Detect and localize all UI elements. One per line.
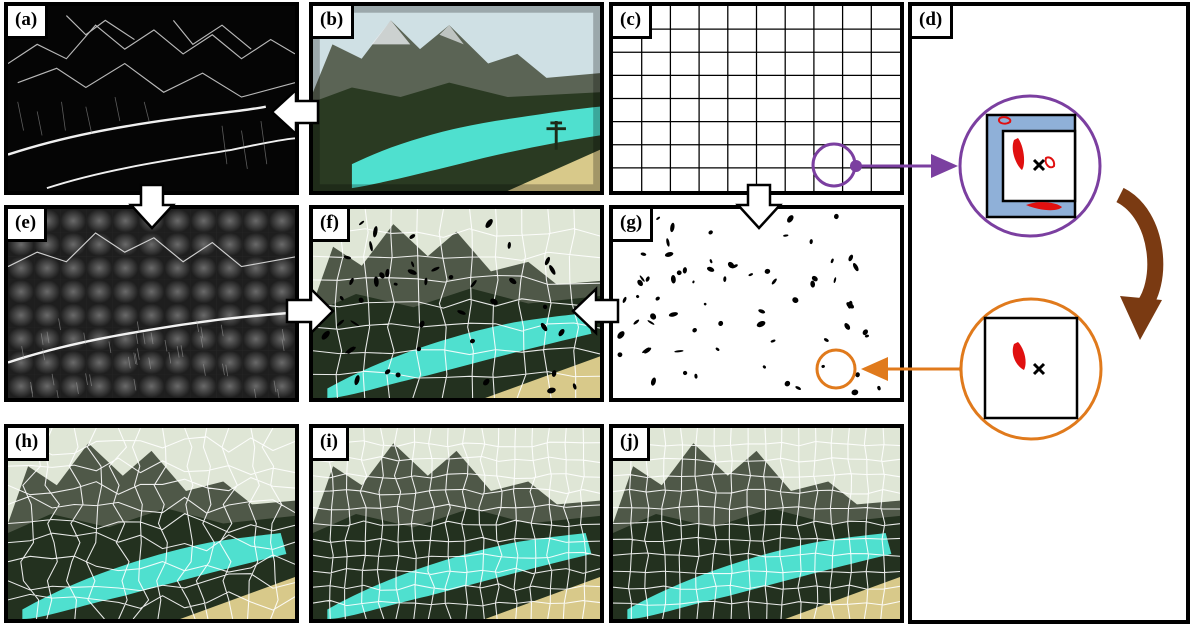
segmented-photo-image xyxy=(313,209,600,398)
panel-label: (j) xyxy=(613,428,650,461)
panel-label: (g) xyxy=(613,209,654,242)
edge-map-image xyxy=(8,6,295,191)
panel-j: (j) xyxy=(609,424,904,623)
regular-superpixels-image xyxy=(613,428,900,619)
panel-label: (h) xyxy=(8,428,50,461)
panel-label: (b) xyxy=(313,6,355,39)
edge-map-grid-image xyxy=(8,209,295,398)
panel-h: (h) xyxy=(4,424,299,623)
input-photo-image xyxy=(313,6,600,191)
regular-superpixels-image xyxy=(313,428,600,619)
panel-f: (f) xyxy=(309,205,604,402)
panel-label: (i) xyxy=(313,428,349,461)
grid-image xyxy=(613,6,900,191)
panel-label: (c) xyxy=(613,6,653,39)
panel-a: (a) xyxy=(4,2,299,195)
seed-marks-image xyxy=(613,209,900,398)
panel-d: (d) xyxy=(908,2,1190,624)
panel-i: (i) xyxy=(309,424,604,623)
panel-label: (a) xyxy=(8,6,49,39)
panel-label: (e) xyxy=(8,209,48,242)
panel-g: (g) xyxy=(609,205,904,402)
irregular-superpixels-image xyxy=(8,428,295,619)
panel-label: (d) xyxy=(912,6,954,39)
panel-label: (f) xyxy=(313,209,350,242)
panel-b: (b) xyxy=(309,2,604,195)
panel-c: (c) xyxy=(609,2,904,195)
panel-e: (e) xyxy=(4,205,299,402)
